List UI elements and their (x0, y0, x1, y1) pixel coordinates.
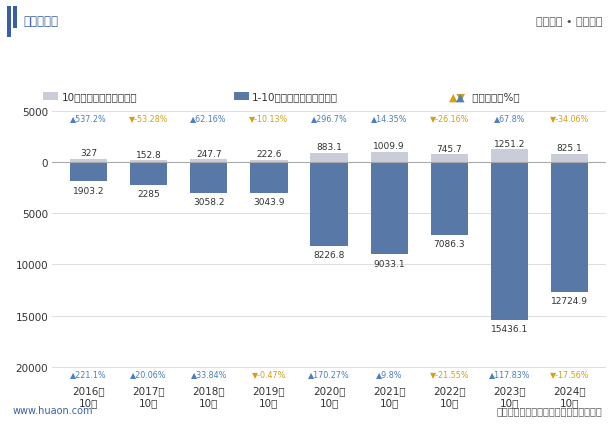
Text: ▲117.83%: ▲117.83% (489, 369, 530, 378)
Bar (69, 163, 107, 182)
Bar (250, 163, 288, 194)
Text: 222.6: 222.6 (256, 150, 282, 159)
Text: ▲▼: ▲▼ (449, 92, 466, 102)
Bar (69, 159, 107, 163)
Bar (234, 93, 249, 101)
Text: 152.8: 152.8 (136, 150, 161, 160)
Bar (130, 163, 167, 186)
Text: 1251.2: 1251.2 (494, 139, 525, 148)
Text: ▼-17.56%: ▼-17.56% (550, 369, 589, 378)
Text: 883.1: 883.1 (316, 143, 342, 152)
Text: 825.1: 825.1 (557, 144, 582, 153)
Text: ▲: ▲ (449, 92, 464, 102)
Text: 7086.3: 7086.3 (434, 239, 465, 248)
Text: 数据来源：证监局，华经产业研究院整理: 数据来源：证监局，华经产业研究院整理 (497, 405, 603, 415)
Text: ▲221.1%: ▲221.1% (70, 369, 106, 378)
Text: ▲170.27%: ▲170.27% (308, 369, 350, 378)
Text: ▼-10.13%: ▼-10.13% (249, 114, 288, 123)
Text: 华经情报网: 华经情报网 (23, 15, 58, 28)
Bar (190, 163, 228, 194)
Text: www.huaon.com: www.huaon.com (12, 405, 93, 415)
Text: ▲67.8%: ▲67.8% (494, 114, 525, 123)
Text: ▲62.16%: ▲62.16% (191, 114, 227, 123)
Text: 10月期货成交量（万手）: 10月期货成交量（万手） (62, 92, 137, 102)
Bar (430, 163, 468, 235)
Text: 3058.2: 3058.2 (193, 198, 224, 207)
Bar (491, 150, 528, 163)
Bar (250, 160, 288, 163)
Text: ▼-53.28%: ▼-53.28% (129, 114, 169, 123)
Text: 15436.1: 15436.1 (491, 324, 528, 333)
Text: 8226.8: 8226.8 (313, 251, 345, 260)
Bar (311, 163, 347, 247)
Bar (7, 7, 11, 38)
Text: ▲296.7%: ▲296.7% (311, 114, 347, 123)
Text: ▼-26.16%: ▼-26.16% (430, 114, 469, 123)
Text: 2016-2024年10月郑州商品交易所菜籽油期货成交量: 2016-2024年10月郑州商品交易所菜籽油期货成交量 (155, 56, 460, 74)
Text: 3043.9: 3043.9 (253, 198, 285, 207)
Bar (430, 155, 468, 163)
Text: 同比增长（%）: 同比增长（%） (469, 92, 519, 102)
Text: 专业严谨 • 客观科学: 专业严谨 • 客观科学 (536, 17, 603, 26)
Text: 12724.9: 12724.9 (551, 296, 588, 305)
Bar (491, 163, 528, 320)
Text: 247.7: 247.7 (196, 150, 221, 158)
Text: ▲537.2%: ▲537.2% (70, 114, 107, 123)
Text: 1903.2: 1903.2 (73, 186, 104, 195)
Bar (371, 163, 408, 255)
Text: ▼-34.06%: ▼-34.06% (550, 114, 589, 123)
Bar (311, 154, 347, 163)
Text: 327: 327 (80, 149, 97, 158)
Text: 9033.1: 9033.1 (373, 259, 405, 268)
Bar (551, 163, 589, 293)
Bar (190, 160, 228, 163)
Text: 1-10月期货成交量（万手）: 1-10月期货成交量（万手） (252, 92, 338, 102)
Bar (371, 153, 408, 163)
Text: ▲20.06%: ▲20.06% (130, 369, 167, 378)
Bar (130, 161, 167, 163)
Bar (13, 7, 17, 29)
Text: 1009.9: 1009.9 (373, 142, 405, 151)
Text: 2285: 2285 (137, 190, 160, 199)
Text: ▼-0.47%: ▼-0.47% (252, 369, 286, 378)
Text: ▲9.8%: ▲9.8% (376, 369, 402, 378)
Text: 745.7: 745.7 (437, 144, 462, 153)
Text: ▲33.84%: ▲33.84% (191, 369, 227, 378)
Text: ▲14.35%: ▲14.35% (371, 114, 408, 123)
Bar (551, 154, 589, 163)
Bar (43, 93, 58, 101)
Text: ▼-21.55%: ▼-21.55% (429, 369, 469, 378)
